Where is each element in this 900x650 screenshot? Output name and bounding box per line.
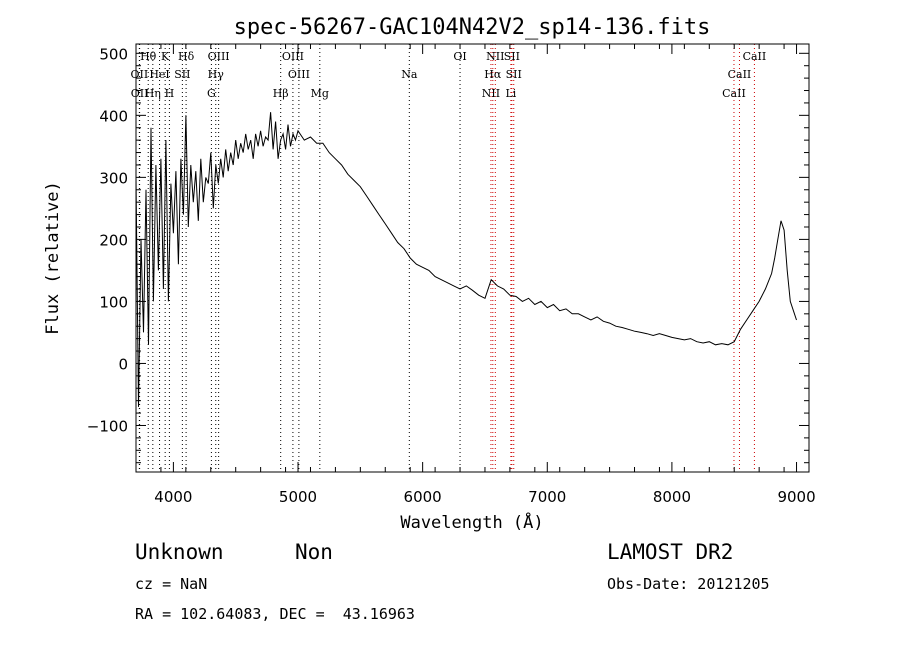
line-label-10: HeI <box>149 68 169 81</box>
line-label-15: Hα <box>484 68 502 81</box>
line-label-6: NII <box>486 50 504 63</box>
x-tick-label: 4000 <box>154 488 192 506</box>
x-axis-label: Wavelength (Å) <box>400 511 543 533</box>
spectral-subclass: Non <box>295 540 333 564</box>
axes: 4000 5000 6000 7000 8000 9000 −100 0 100 200 300 40… <box>87 44 816 506</box>
line-label-13: OIII <box>288 68 310 81</box>
line-label-7: SII <box>504 50 520 63</box>
spectrum-chart: spec-56267-GAC104N42V2_sp14-136.fits Hθ K… <box>43 15 816 533</box>
emission-line-markers <box>138 44 755 472</box>
x-tick-label: 6000 <box>404 488 442 506</box>
line-label-12: Hγ <box>208 68 225 81</box>
line-label-21: G <box>207 87 216 100</box>
coordinates: RA = 102.64083, DEC = 43.16963 <box>135 605 415 623</box>
y-tick-label: 400 <box>99 107 128 125</box>
y-axis-label: Flux (relative) <box>43 181 63 335</box>
line-label-1: K <box>161 50 170 63</box>
survey-name: LAMOST DR2 <box>607 540 734 564</box>
y-tick-label: 300 <box>99 169 128 187</box>
chart-title: spec-56267-GAC104N42V2_sp14-136.fits <box>234 15 711 40</box>
line-label-17: CaII <box>728 68 752 81</box>
x-tick-label: 7000 <box>528 488 566 506</box>
line-label-0: Hθ <box>140 50 157 63</box>
line-label-14: Na <box>401 68 418 81</box>
redshift-cz: cz = NaN <box>135 575 208 593</box>
line-label-8: CaII <box>743 50 767 63</box>
x-tick-label: 5000 <box>279 488 317 506</box>
line-label-22: Hβ <box>273 87 289 100</box>
line-label-16: SII <box>506 68 522 81</box>
y-tick-label: 500 <box>99 45 128 63</box>
line-label-24: NII <box>482 87 500 100</box>
y-tick-label: 100 <box>99 293 128 311</box>
y-tick-label: 200 <box>99 231 128 249</box>
line-label-26: CaII <box>722 87 746 100</box>
y-tick-label: −100 <box>87 417 128 435</box>
line-label-20: H <box>165 87 175 100</box>
line-label-19: Hη <box>145 87 161 100</box>
line-label-9: OII <box>131 68 149 81</box>
plot-frame <box>135 43 810 473</box>
line-label-23: Mg <box>311 87 329 100</box>
spectral-class: Unknown <box>135 540 224 564</box>
line-label-3: OIII <box>208 50 230 63</box>
line-label-2: Hδ <box>178 50 195 63</box>
line-label-4: OIII <box>282 50 304 63</box>
x-tick-label: 9000 <box>777 488 815 506</box>
line-label-5: OI <box>453 50 466 63</box>
x-tick-label: 8000 <box>653 488 691 506</box>
line-label-18: OII <box>131 87 149 100</box>
line-label-11: SII <box>174 68 190 81</box>
observation-date: Obs-Date: 20121205 <box>607 575 770 593</box>
line-label-25: Li <box>505 87 516 100</box>
y-tick-label: 0 <box>118 355 128 373</box>
spectrum-line <box>135 112 797 407</box>
